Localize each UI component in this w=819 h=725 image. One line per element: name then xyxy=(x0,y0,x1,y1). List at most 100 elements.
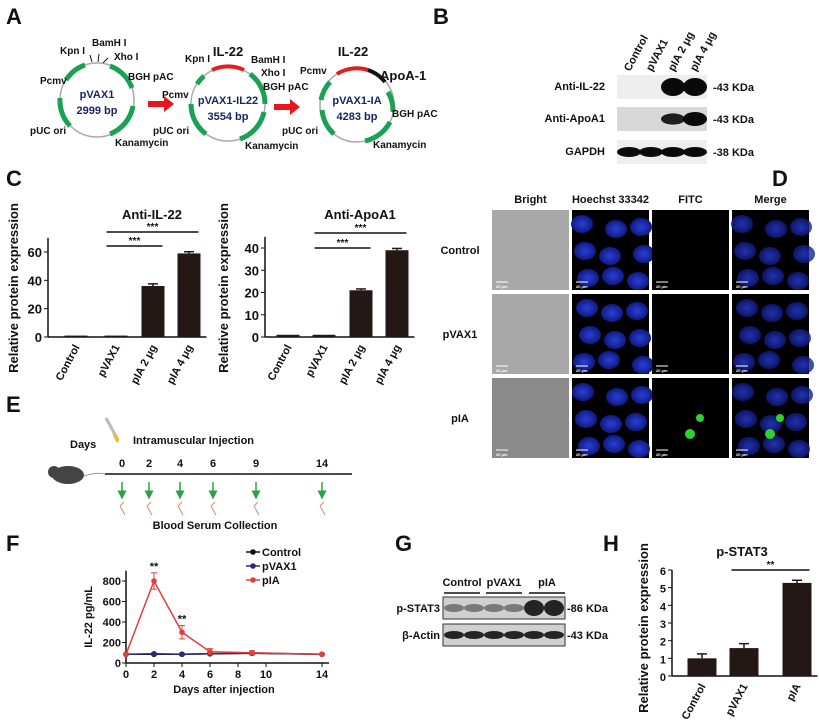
blot-size-label: -86 KDa xyxy=(567,603,609,615)
il22-insert xyxy=(335,66,369,76)
nucleus xyxy=(603,435,625,453)
bgh-feature xyxy=(109,63,135,89)
panel-label-d: D xyxy=(772,166,788,191)
blot-band xyxy=(661,147,685,157)
y-tick-label: 400 xyxy=(103,617,121,629)
arrow-right-icon xyxy=(148,96,174,112)
nucleus xyxy=(575,410,597,428)
blot-band xyxy=(661,113,685,125)
panel-label-g: G xyxy=(395,531,412,556)
legend-label: pVAX1 xyxy=(262,561,297,573)
chart-title: Anti-ApoA1 xyxy=(324,207,396,222)
micrograph-bright xyxy=(492,294,569,374)
legend-marker xyxy=(250,563,256,569)
x-tick-label: pIA xyxy=(785,682,804,703)
day-tick-label: 9 xyxy=(253,458,259,470)
blot-size-label: -43 KDa xyxy=(713,82,755,94)
blot-size-label: -43 KDa xyxy=(567,630,609,642)
site-label: BamH I xyxy=(251,55,286,66)
blot-band xyxy=(504,631,524,639)
fitc-signal xyxy=(696,414,704,422)
bar xyxy=(64,335,88,338)
feature-label: pUC ori xyxy=(153,126,189,137)
nucleus xyxy=(627,272,649,290)
y-axis-label: IL-22 pg/mL xyxy=(83,586,95,648)
micrograph-bright xyxy=(492,378,569,458)
significance-label: *** xyxy=(355,223,367,234)
y-tick-label: 5 xyxy=(660,584,666,596)
x-tick-label: pVAX1 xyxy=(304,343,331,379)
y-tick-label: 20 xyxy=(245,286,259,301)
nucleus xyxy=(790,218,812,236)
scale-bar-label: 20 μm xyxy=(656,368,668,373)
blot-band xyxy=(683,78,707,96)
data-point xyxy=(151,650,157,657)
blot-band xyxy=(464,604,484,612)
fitc-signal xyxy=(765,429,775,439)
legend-marker xyxy=(250,549,256,555)
nucleus xyxy=(761,304,783,322)
scale-bar-label: 20 μm xyxy=(496,284,508,289)
bar xyxy=(312,334,336,337)
data-point xyxy=(207,648,213,655)
chart-anti-apoa1: Anti-ApoA1 Relative protein expression 0 10… xyxy=(216,203,415,386)
x-tick-label: 0 xyxy=(123,669,129,681)
y-tick-label: 200 xyxy=(103,638,121,650)
insert-label: ApoA-1 xyxy=(380,68,426,83)
feature-label: Kanamycin xyxy=(115,138,168,149)
blot-size-label: -43 KDa xyxy=(713,114,755,126)
day-tick-label: 4 xyxy=(177,458,184,470)
x-tick-label: 14 xyxy=(316,669,329,681)
panel-label-f: F xyxy=(6,531,19,556)
group-label: pIA xyxy=(538,577,556,589)
site-label: Xho I xyxy=(261,68,286,79)
x-tick-label: Control xyxy=(680,682,709,722)
micrograph-fitc xyxy=(652,294,729,374)
blot-band xyxy=(524,631,544,639)
blood-tube-icon xyxy=(253,501,260,516)
group-label: Control xyxy=(442,577,481,589)
puc-feature xyxy=(57,97,72,128)
nucleus xyxy=(731,215,753,233)
nucleus xyxy=(766,388,788,406)
x-tick-label: 4 xyxy=(179,669,186,681)
y-tick-label: 4 xyxy=(660,601,667,613)
row-label: pIA xyxy=(451,413,469,425)
significance-label: *** xyxy=(337,238,349,249)
insert-label: IL-22 xyxy=(213,44,243,59)
nucleus xyxy=(787,272,809,290)
apoa1-insert xyxy=(367,68,387,84)
collection-label: Blood Serum Collection xyxy=(153,520,278,532)
plasmid-name: pVAX1 xyxy=(80,89,115,101)
nucleus xyxy=(785,413,807,431)
panel-label-h: H xyxy=(603,531,619,556)
row-label: pVAX1 xyxy=(443,329,478,341)
x-tick-label: Control xyxy=(54,343,83,383)
nucleus xyxy=(765,220,787,238)
column-header: Hoechst 33342 xyxy=(572,194,649,206)
nucleus xyxy=(759,247,781,265)
blood-tube-icon xyxy=(177,501,184,516)
nucleus xyxy=(788,440,810,458)
plasmid-pvax1-il22: IL-22 pVAX1-IL22 3554 bp Kpn I BamH I Xh… xyxy=(153,44,309,152)
nucleus xyxy=(734,242,756,260)
blot-band xyxy=(444,604,464,612)
column-header: FITC xyxy=(678,194,702,206)
blood-tube-icon xyxy=(146,501,153,516)
legend-label: Control xyxy=(262,547,301,559)
bar xyxy=(141,286,165,337)
plasmid-size: 3554 bp xyxy=(208,111,249,123)
significance-label: *** xyxy=(129,236,141,247)
x-tick-label: pVAX1 xyxy=(724,682,751,718)
chart-p-stat3: p-STAT3 Relative protein expression 0 1 2 3 4 5… xyxy=(636,543,818,722)
y-tick-label: 10 xyxy=(245,308,259,323)
panel-label-c: C xyxy=(6,166,22,191)
blot-band xyxy=(464,631,484,639)
blot-size-label: -38 KDa xyxy=(713,147,755,159)
y-tick-label: 3 xyxy=(660,619,666,631)
nucleus xyxy=(739,326,761,344)
x-tick-label: 2 xyxy=(151,669,157,681)
blood-tube-icon xyxy=(119,501,126,516)
nucleus xyxy=(631,386,653,404)
plasmid-size: 2999 bp xyxy=(77,105,118,117)
